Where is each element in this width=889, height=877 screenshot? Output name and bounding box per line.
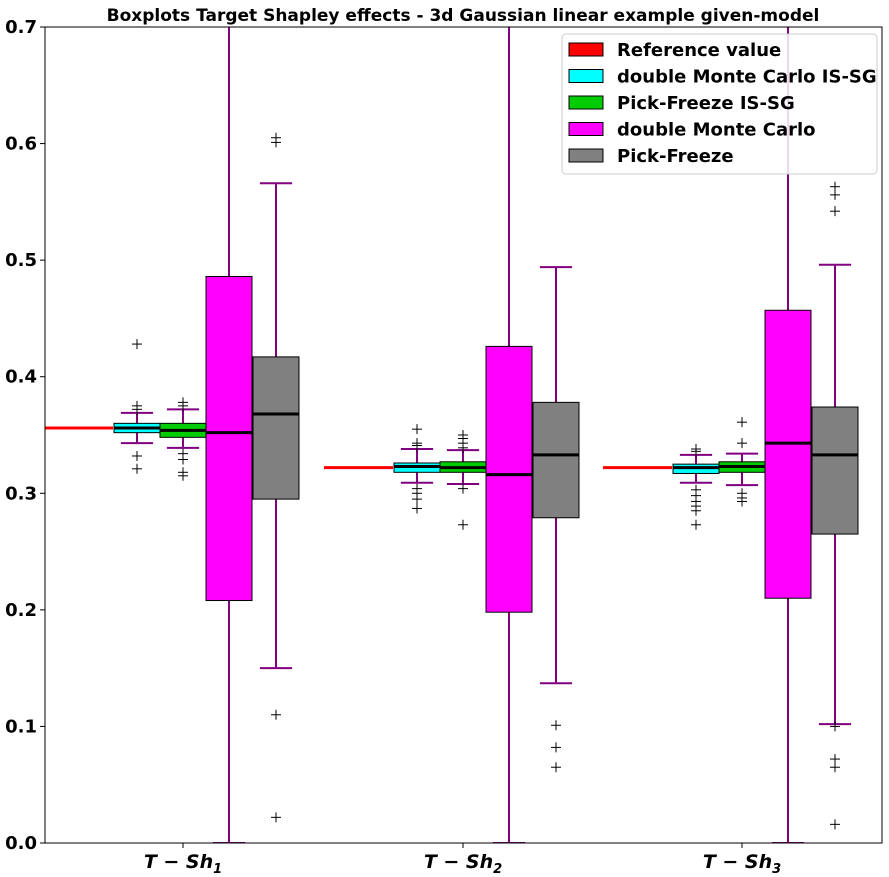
flier-point xyxy=(458,483,468,494)
box-pick-freeze-1 xyxy=(252,132,300,823)
legend-item: Pick-Freeze IS-SG xyxy=(568,93,795,114)
flier-point xyxy=(412,438,422,449)
flier-point xyxy=(178,467,188,478)
box-pick-freeze-is-sg-1 xyxy=(159,397,207,481)
flier-point xyxy=(737,417,747,428)
box-double-monte-carlo-2 xyxy=(485,27,533,843)
box-body xyxy=(811,406,859,535)
legend-swatch xyxy=(568,148,604,163)
flier-point xyxy=(737,438,747,449)
box-double-monte-carlo-is-sg-2 xyxy=(393,424,441,514)
flier-point xyxy=(412,483,422,494)
y-tick-label: 0.0 xyxy=(5,833,37,854)
legend-label: double Monte Carlo xyxy=(617,120,816,141)
x-axis: T − Sh1 T − Sh2 T − Sh3 xyxy=(144,843,781,877)
box-body xyxy=(532,401,580,519)
legend-label: double Monte Carlo IS-SG xyxy=(617,67,877,88)
legend-swatch xyxy=(568,42,604,57)
flier-point xyxy=(132,400,142,411)
x-tick-label: T − Sh1 xyxy=(144,851,222,877)
box-pick-freeze-is-sg-3 xyxy=(718,417,766,507)
y-tick-label: 0.5 xyxy=(5,250,37,271)
flier-point xyxy=(691,484,701,495)
plot-content xyxy=(45,27,859,843)
flier-point xyxy=(271,709,281,720)
flier-point xyxy=(178,448,188,459)
legend: Reference value double Monte Carlo IS-SG P… xyxy=(561,33,878,175)
legend-box xyxy=(561,33,878,175)
y-tick-label: 0.4 xyxy=(5,367,37,388)
flier-point xyxy=(412,424,422,435)
box-pick-freeze-3 xyxy=(811,181,859,830)
box-double-monte-carlo-is-sg-1 xyxy=(113,339,161,474)
y-tick-label: 0.6 xyxy=(5,134,37,155)
y-tick-label: 0.1 xyxy=(5,716,37,737)
box-body xyxy=(485,345,533,613)
flier-point xyxy=(458,519,468,530)
legend-label: Reference value xyxy=(617,40,781,61)
flier-point xyxy=(830,754,840,765)
flier-point xyxy=(551,742,561,753)
legend-item: Pick-Freeze xyxy=(568,146,734,167)
flier-point xyxy=(458,430,468,440)
chart-title: Boxplots Target Shapley effects - 3d Gau… xyxy=(107,6,820,26)
flier-point xyxy=(830,721,840,732)
box-pick-freeze-2 xyxy=(532,266,580,773)
flier-point xyxy=(830,181,840,192)
flier-point xyxy=(830,819,840,830)
legend-swatch xyxy=(568,95,604,110)
flier-point xyxy=(132,339,142,350)
y-tick-label: 0.7 xyxy=(5,17,37,38)
flier-point xyxy=(551,762,561,773)
legend-swatch xyxy=(568,122,604,136)
flier-point xyxy=(271,132,281,143)
legend-item: Reference value xyxy=(568,40,781,61)
legend-label: Pick-Freeze IS-SG xyxy=(617,93,795,114)
flier-point xyxy=(412,503,422,514)
flier-point xyxy=(691,443,701,454)
legend-item: double Monte Carlo IS-SG xyxy=(568,67,877,88)
legend-label: Pick-Freeze xyxy=(617,146,734,167)
legend-swatch xyxy=(568,69,604,83)
flier-point xyxy=(132,450,142,461)
legend-item: double Monte Carlo xyxy=(568,120,816,141)
flier-point xyxy=(271,812,281,823)
flier-point xyxy=(737,488,747,499)
box-pick-freeze-is-sg-2 xyxy=(439,430,487,530)
box-body xyxy=(252,356,300,500)
box-body xyxy=(764,309,812,599)
x-tick-label: T − Sh3 xyxy=(703,851,781,877)
flier-point xyxy=(178,397,188,408)
box-double-monte-carlo-is-sg-3 xyxy=(672,443,720,530)
y-tick-label: 0.2 xyxy=(5,600,37,621)
flier-point xyxy=(551,720,561,731)
x-tick-label: T − Sh2 xyxy=(424,851,502,877)
flier-point xyxy=(132,463,142,474)
box-double-monte-carlo-1 xyxy=(205,27,253,843)
box-body xyxy=(205,275,253,602)
y-axis: 0.0 0.1 0.2 0.3 0.4 0.5 0.6 0.7 xyxy=(5,17,45,854)
flier-point xyxy=(830,206,840,217)
flier-point xyxy=(691,519,701,530)
y-tick-label: 0.3 xyxy=(5,483,37,504)
